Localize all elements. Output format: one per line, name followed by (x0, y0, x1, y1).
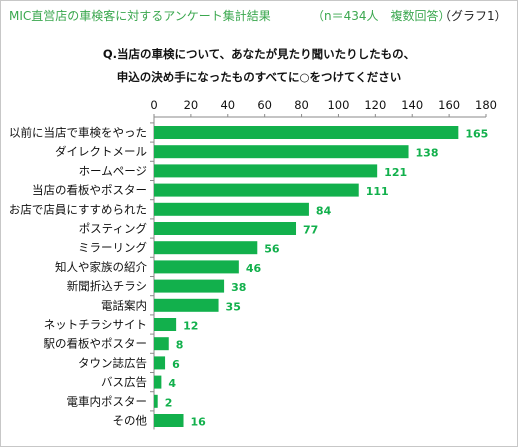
data-label: 56 (264, 243, 280, 256)
category-label: 当店の看板やポスター (32, 183, 147, 197)
bar (154, 394, 158, 408)
category-label: 電車内ポスター (67, 394, 148, 408)
data-label: 4 (168, 377, 176, 390)
figure-label: （グラフ1） (439, 9, 507, 23)
data-label: 35 (226, 300, 241, 313)
x-tick-label: 120 (364, 98, 386, 112)
x-tick-label: 80 (294, 98, 309, 112)
question-line-2: 申込の決め手になったものすべてに○をつけてください (116, 70, 402, 84)
data-label: 38 (231, 281, 246, 294)
data-label: 121 (384, 166, 407, 179)
category-label: 知人や家族の紹介 (55, 260, 147, 274)
data-label: 12 (183, 320, 198, 333)
data-label: 84 (316, 204, 332, 217)
bar (154, 356, 166, 370)
category-label: タウン誌広告 (78, 356, 147, 370)
category-label: ポスティング (79, 222, 148, 236)
data-label: 16 (191, 416, 207, 429)
data-label: 138 (416, 147, 439, 160)
x-tick-label: 60 (257, 98, 272, 112)
category-label: 新聞折込チラシ (67, 279, 147, 293)
x-tick-label: 100 (327, 98, 349, 112)
x-tick-label: 40 (220, 98, 235, 112)
data-label: 2 (165, 396, 173, 409)
category-label: ネットチラシサイト (44, 318, 147, 332)
bar (154, 279, 225, 293)
bar (154, 337, 169, 351)
category-label: お店で店員にすすめられた (9, 202, 147, 216)
question-line-1: Q.当店の車検について、あなたが見たり聞いたりしたもの、 (102, 47, 416, 61)
bar (154, 126, 459, 139)
bar (154, 414, 184, 427)
bar (154, 375, 162, 389)
category-label: ミラーリング (78, 241, 147, 255)
category-label: 電話案内 (101, 298, 147, 312)
bar (154, 145, 409, 159)
category-label: バス広告 (101, 375, 147, 389)
data-label: 165 (465, 128, 488, 141)
data-label: 6 (172, 358, 180, 371)
category-label: その他 (113, 414, 148, 428)
bar (154, 222, 297, 235)
category-label: 駅の看板やポスター (44, 337, 148, 351)
x-tick-label: 140 (401, 98, 423, 112)
category-label: ダイレクトメール (55, 145, 147, 159)
data-label: 77 (303, 224, 318, 237)
bar (154, 260, 239, 274)
bar (154, 318, 177, 331)
category-label: 以前に当店で車検をやった (9, 126, 147, 140)
bar (154, 183, 359, 197)
x-tick-label: 160 (438, 98, 460, 112)
chart-header-title: MIC直営店の車検客に対するアンケート集計結果 (9, 9, 271, 23)
data-label: 46 (246, 262, 262, 275)
bar (154, 164, 378, 178)
x-tick-label: 20 (184, 98, 199, 112)
x-tick-label: 0 (150, 98, 157, 112)
data-label: 8 (176, 339, 184, 352)
sample-size-note: （n＝434人 複数回答） (312, 9, 451, 23)
category-label: ホームページ (79, 164, 147, 178)
bar (154, 202, 309, 216)
x-tick-label: 180 (475, 98, 497, 112)
bar (154, 241, 258, 255)
data-label: 111 (366, 185, 389, 198)
bar (154, 298, 219, 312)
